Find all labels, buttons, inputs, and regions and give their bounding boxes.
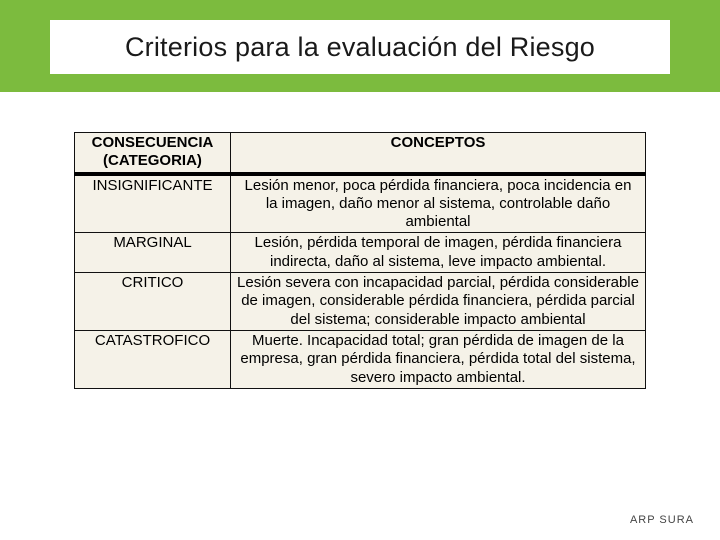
cell-categoria: MARGINAL: [75, 233, 231, 273]
table-row: CRITICO Lesión severa con incapacidad pa…: [75, 273, 646, 331]
table-row: CATASTROFICO Muerte. Incapacidad total; …: [75, 330, 646, 388]
cell-concepto: Lesión, pérdida temporal de imagen, pérd…: [231, 233, 646, 273]
col-header-categoria: CONSECUENCIA (CATEGORIA): [75, 133, 231, 174]
cell-categoria: CRITICO: [75, 273, 231, 331]
table-header-row: CONSECUENCIA (CATEGORIA) CONCEPTOS: [75, 133, 646, 174]
table-row: INSIGNIFICANTE Lesión menor, poca pérdid…: [75, 174, 646, 233]
title-box: Criterios para la evaluación del Riesgo: [50, 20, 670, 74]
col-header-conceptos: CONCEPTOS: [231, 133, 646, 174]
table-row: MARGINAL Lesión, pérdida temporal de ima…: [75, 233, 646, 273]
page-title: Criterios para la evaluación del Riesgo: [125, 32, 595, 63]
criteria-table: CONSECUENCIA (CATEGORIA) CONCEPTOS INSIG…: [74, 132, 646, 389]
cell-categoria: CATASTROFICO: [75, 330, 231, 388]
footer-brand: ARP SURA: [630, 514, 694, 526]
cell-categoria: INSIGNIFICANTE: [75, 174, 231, 233]
cell-concepto: Lesión severa con incapacidad parcial, p…: [231, 273, 646, 331]
cell-concepto: Muerte. Incapacidad total; gran pérdida …: [231, 330, 646, 388]
cell-concepto: Lesión menor, poca pérdida financiera, p…: [231, 174, 646, 233]
